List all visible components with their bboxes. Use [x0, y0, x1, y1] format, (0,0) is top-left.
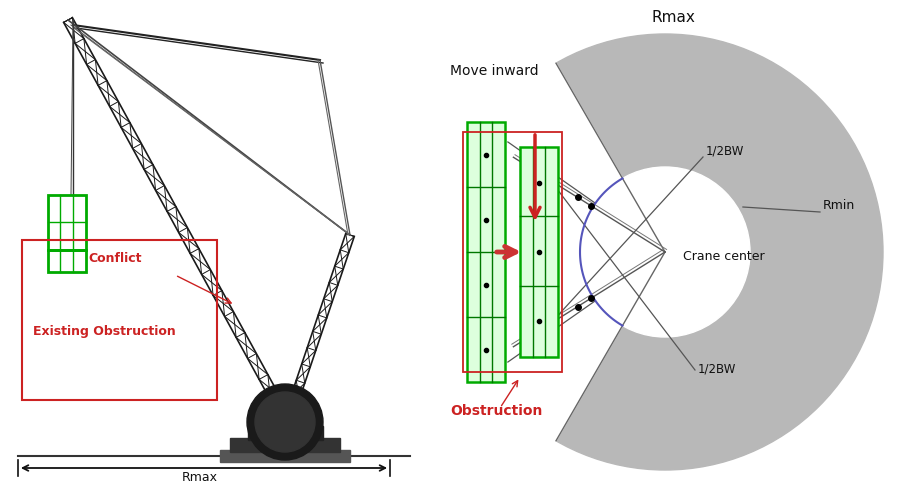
- Bar: [463, 132, 562, 372]
- Bar: [230, 438, 340, 452]
- Circle shape: [247, 384, 323, 460]
- Circle shape: [255, 392, 315, 452]
- Text: Conflict: Conflict: [88, 252, 141, 265]
- Circle shape: [447, 34, 883, 470]
- Text: 1/2BW: 1/2BW: [706, 144, 744, 157]
- Text: 1/2BW: 1/2BW: [698, 363, 736, 376]
- Bar: [220, 450, 350, 462]
- Bar: [248, 426, 323, 440]
- Text: Rmax: Rmax: [182, 471, 218, 484]
- Text: Move inward: Move inward: [450, 64, 538, 78]
- Text: Rmax: Rmax: [651, 10, 695, 25]
- Bar: [48, 250, 86, 272]
- Bar: [467, 122, 505, 382]
- Text: Existing Obstruction: Existing Obstruction: [33, 325, 176, 338]
- Wedge shape: [442, 59, 665, 445]
- Bar: [48, 195, 86, 250]
- Circle shape: [580, 167, 750, 337]
- Text: Obstruction: Obstruction: [450, 404, 543, 418]
- Bar: [22, 240, 217, 400]
- Bar: [520, 147, 558, 357]
- Text: Rmin: Rmin: [823, 199, 855, 212]
- Text: Crane center: Crane center: [683, 250, 765, 263]
